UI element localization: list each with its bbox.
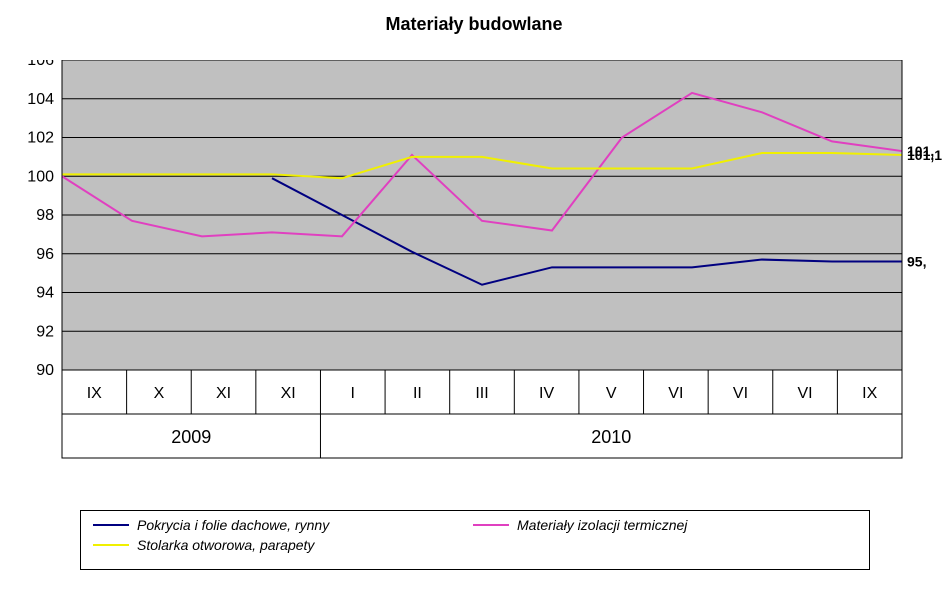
svg-text:106: 106 (27, 60, 54, 69)
legend-swatch (93, 544, 129, 546)
svg-text:2010: 2010 (591, 427, 631, 447)
chart-title: Materiały budowlane (0, 0, 948, 35)
svg-text:90: 90 (36, 362, 54, 379)
svg-text:94: 94 (36, 285, 54, 302)
svg-text:VI: VI (668, 385, 683, 402)
legend-swatch (473, 524, 509, 526)
svg-text:XI: XI (281, 385, 296, 402)
legend-label: Stolarka otworowa, parapety (137, 537, 314, 553)
svg-text:I: I (351, 385, 355, 402)
svg-text:IV: IV (539, 385, 554, 402)
chart-container: Materiały budowlane 90 92 94 96 98 100 102 104 1… (0, 0, 948, 593)
svg-text:2009: 2009 (171, 427, 211, 447)
svg-text:95,: 95, (907, 254, 926, 270)
svg-text:102: 102 (27, 130, 54, 147)
svg-text:XI: XI (216, 385, 231, 402)
legend-label: Materiały izolacji termicznej (517, 517, 687, 533)
svg-text:92: 92 (36, 323, 54, 340)
svg-text:104: 104 (27, 91, 54, 108)
svg-text:IX: IX (862, 385, 877, 402)
legend-swatch (93, 524, 129, 526)
svg-text:VI: VI (733, 385, 748, 402)
svg-text:101,1: 101,1 (907, 147, 942, 163)
legend-item: Stolarka otworowa, parapety (93, 537, 433, 553)
legend-label: Pokrycia i folie dachowe, rynny (137, 517, 329, 533)
svg-text:II: II (413, 385, 422, 402)
chart-area: 9092949698100102104106IXXXIXIIIIIIIIVVVI… (12, 60, 942, 480)
legend: Pokrycia i folie dachowe, rynny Materiały… (80, 510, 870, 570)
svg-text:IX: IX (87, 385, 102, 402)
legend-item: Pokrycia i folie dachowe, rynny (93, 517, 433, 533)
legend-item: Materiały izolacji termicznej (473, 517, 813, 533)
svg-text:III: III (475, 385, 488, 402)
svg-text:X: X (154, 385, 165, 402)
svg-text:VI: VI (798, 385, 813, 402)
line-chart-svg: 9092949698100102104106IXXXIXIIIIIIIIVVVI… (12, 60, 942, 480)
svg-text:98: 98 (36, 207, 54, 224)
svg-text:V: V (606, 385, 617, 402)
svg-text:96: 96 (36, 246, 54, 263)
svg-text:100: 100 (27, 168, 54, 185)
